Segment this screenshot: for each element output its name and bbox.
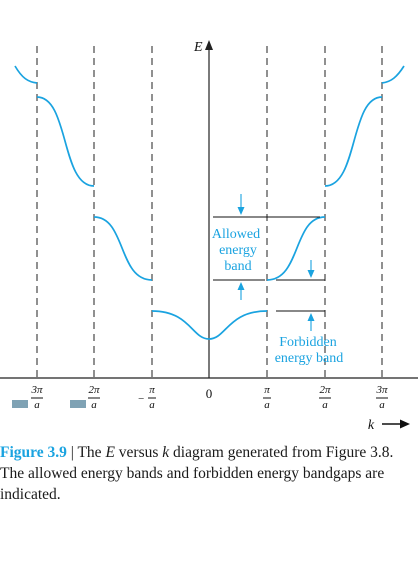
tick-minus-pi-numerator: π	[149, 384, 155, 396]
energy-axis-label: E	[193, 40, 203, 55]
caption-e-symbol: E	[105, 444, 115, 461]
allowed-arrow-top-head	[237, 207, 245, 215]
allowed-label-line1: Allowed	[212, 227, 260, 242]
k-axis-label: k	[368, 418, 375, 433]
tick-minus-2pi-sign	[70, 400, 86, 408]
caption-text-rest: diagram generated from Figure 3.8. The a…	[0, 444, 394, 503]
origin-label: 0	[206, 386, 213, 401]
tick-2pi: 2π a	[319, 384, 331, 411]
figure-number: Figure 3.9	[0, 444, 67, 461]
energy-axis-arrowhead	[205, 40, 213, 50]
forbidden-label-line1: Forbidden	[279, 335, 337, 350]
tick-minus-3pi-numerator: 3π	[30, 384, 43, 396]
fourth-band-right-curve	[381, 65, 405, 84]
allowed-label-line2: energy	[219, 243, 257, 258]
tick-minus-2pi: 2π a	[70, 384, 100, 411]
tick-2pi-denominator: a	[322, 399, 328, 411]
caption-text-versus: versus	[114, 444, 163, 461]
forbidden-label-line2: energy band	[275, 351, 344, 366]
k-arrow-head	[400, 419, 410, 429]
tick-minus-3pi-denominator: a	[34, 399, 40, 411]
allowed-arrow-bottom-head	[237, 282, 245, 290]
figure-caption: Figure 3.9 | The E versus k diagram gene…	[0, 442, 400, 505]
tick-minus-2pi-numerator: 2π	[88, 384, 100, 396]
fourth-band-left-curve	[14, 65, 38, 84]
tick-3pi-numerator: 3π	[375, 384, 388, 396]
forbidden-arrow-top-head	[307, 270, 315, 278]
allowed-label-line3: band	[224, 259, 251, 274]
tick-minus-pi-denominator: a	[149, 399, 155, 411]
second-band-right-curve	[266, 216, 326, 281]
tick-minus-3pi-sign	[12, 400, 28, 408]
tick-3pi: 3π a	[375, 384, 388, 411]
caption-separator: |	[66, 444, 78, 461]
third-band-right-curve	[324, 96, 383, 187]
tick-2pi-numerator: 2π	[319, 384, 331, 396]
tick-3pi-denominator: a	[379, 399, 385, 411]
tick-pi: π a	[263, 384, 271, 411]
tick-minus-3pi: 3π a	[12, 384, 43, 411]
third-band-left-curve	[36, 96, 95, 187]
first-band-curve	[151, 310, 268, 340]
tick-minus-pi: − π a	[137, 384, 156, 411]
tick-pi-numerator: π	[264, 384, 270, 396]
caption-text-start: The	[77, 444, 106, 461]
forbidden-arrow-bottom-head	[307, 313, 315, 321]
e-versus-k-diagram: E Allowed energy band Forbidden energy b…	[0, 40, 418, 433]
caption-k-symbol: k	[162, 444, 170, 461]
tick-minus-2pi-denominator: a	[91, 399, 97, 411]
tick-pi-denominator: a	[264, 399, 270, 411]
tick-minus-pi-sign: −	[137, 393, 144, 405]
second-band-left-curve	[93, 216, 153, 281]
